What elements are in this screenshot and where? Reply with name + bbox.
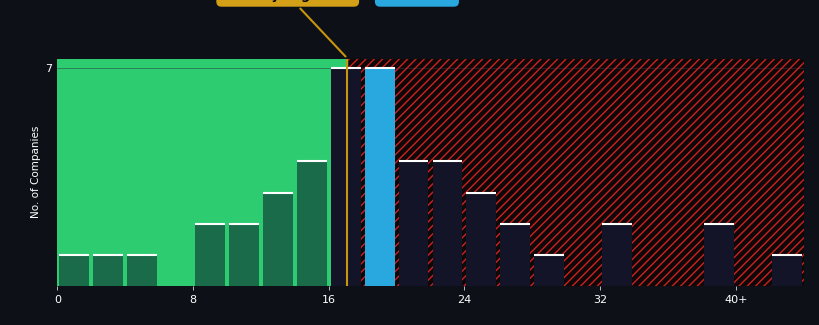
Text: CMS 19.0x: CMS 19.0x	[379, 0, 454, 2]
Text: Industry Avg 17.1x: Industry Avg 17.1x	[221, 0, 354, 57]
Bar	[398, 161, 428, 286]
Bar	[534, 255, 563, 286]
Bar	[432, 161, 462, 286]
Bar	[347, 6, 803, 286]
Bar	[59, 255, 89, 286]
Bar	[195, 224, 224, 286]
Bar	[601, 224, 631, 286]
Y-axis label: No. of Companies: No. of Companies	[31, 126, 41, 218]
Bar	[466, 192, 495, 286]
Bar	[57, 58, 347, 286]
Bar	[93, 255, 123, 286]
Bar	[330, 68, 360, 286]
Bar	[364, 68, 394, 286]
Bar	[500, 224, 530, 286]
Bar	[703, 224, 733, 286]
Bar	[263, 192, 292, 286]
Bar	[771, 255, 801, 286]
Bar	[229, 224, 259, 286]
Bar	[296, 161, 326, 286]
Bar	[127, 255, 157, 286]
Bar	[57, 58, 803, 286]
